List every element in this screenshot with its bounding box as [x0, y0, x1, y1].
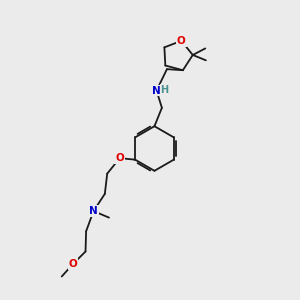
Text: N: N — [89, 206, 98, 216]
Text: O: O — [115, 153, 124, 163]
Text: O: O — [177, 36, 186, 46]
Text: O: O — [69, 259, 77, 269]
Text: H: H — [160, 85, 168, 95]
Text: N: N — [152, 85, 161, 96]
